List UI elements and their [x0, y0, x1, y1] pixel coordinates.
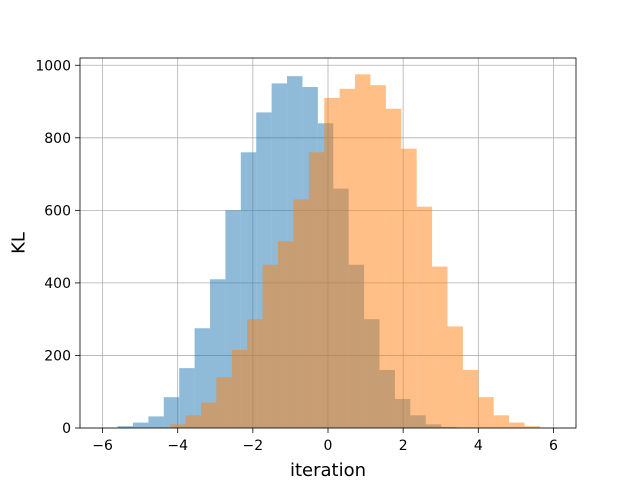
histogram-bar — [416, 206, 433, 428]
histogram-bar — [509, 422, 525, 428]
histogram-bar — [524, 426, 540, 428]
histogram-bar — [170, 424, 186, 428]
histogram-bars — [117, 74, 540, 429]
histogram-bar — [117, 426, 133, 428]
histogram-bar — [132, 422, 149, 428]
histogram-bar — [179, 368, 195, 428]
x-tick-label: 0 — [324, 438, 333, 454]
histogram-bar — [432, 266, 448, 428]
histogram-bar — [462, 369, 479, 428]
histogram-bar — [447, 326, 463, 428]
histogram-bar — [370, 85, 386, 429]
histogram-bar — [262, 264, 279, 428]
histogram-bar — [247, 319, 263, 428]
histogram-bar — [339, 88, 356, 428]
x-tick-label: −6 — [92, 438, 113, 454]
y-tick-label: 0 — [62, 421, 71, 437]
histogram-bar — [478, 397, 494, 428]
x-tick-label: 2 — [399, 438, 408, 454]
histogram-bar — [385, 108, 402, 429]
histogram-bar — [493, 415, 510, 428]
y-tick-label: 400 — [44, 276, 71, 292]
y-tick-label: 200 — [44, 348, 71, 364]
y-tick-label: 800 — [44, 131, 71, 147]
series-2-bars — [170, 74, 540, 429]
histogram-bar — [185, 415, 201, 428]
axis-ticks: −6 −4 −2 0 2 4 6 0 200 400 600 800 1000 — [35, 58, 558, 454]
histogram-bar — [324, 97, 340, 428]
y-axis-title: KL — [8, 232, 29, 254]
x-tick-label: −2 — [243, 438, 264, 454]
histogram-bar — [355, 74, 371, 428]
histogram-bar — [163, 397, 180, 428]
histogram-bar — [401, 148, 417, 428]
histogram-bar — [216, 377, 232, 428]
histogram-bar — [200, 402, 217, 428]
x-tick-label: 6 — [549, 438, 558, 454]
histogram-bar — [148, 416, 164, 428]
x-tick-label: 4 — [474, 438, 483, 454]
histogram-bar — [278, 241, 294, 428]
x-tick-label: −4 — [167, 438, 188, 454]
x-axis-title: iteration — [290, 460, 366, 480]
y-tick-label: 1000 — [35, 58, 71, 74]
y-tick-label: 600 — [44, 203, 71, 219]
histogram-bar — [293, 199, 309, 428]
histogram-bar — [231, 350, 248, 428]
histogram-bar — [308, 152, 325, 428]
